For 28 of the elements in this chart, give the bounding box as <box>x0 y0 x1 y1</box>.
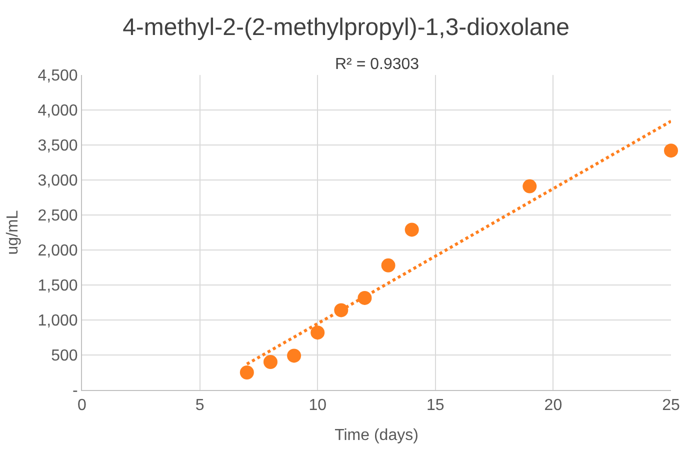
x-tick-label: 15 <box>426 397 444 414</box>
x-tick-label: 0 <box>78 397 87 414</box>
y-tick-label: 2,000 <box>38 242 78 260</box>
x-axis-title: Time (days) <box>334 426 418 444</box>
x-tick-label: 25 <box>662 397 680 414</box>
point <box>664 144 678 158</box>
y-tick-label: 1,500 <box>38 278 78 295</box>
x-tick-label: 20 <box>544 397 562 414</box>
point <box>310 326 325 340</box>
y-axis-title: ug/mL <box>4 210 22 255</box>
x-tick-label: 5 <box>195 397 204 414</box>
y-tick-label: 3,500 <box>38 138 78 155</box>
y-tick-label: 2,500 <box>38 208 78 225</box>
y-tick-label: 1,000 <box>38 312 78 330</box>
point <box>522 179 537 194</box>
point <box>404 222 419 237</box>
point <box>263 355 278 369</box>
point <box>381 258 396 272</box>
chart-subtitle: R² = 0.9303 <box>335 56 420 73</box>
point <box>240 366 254 380</box>
y-tick-label: 4,500 <box>38 68 78 85</box>
chart-title: 4-methyl-2-(2-methylpropyl)-1,3-dioxolane <box>122 14 570 41</box>
point <box>287 348 302 363</box>
y-tick-label: 3,000 <box>38 172 78 190</box>
x-tick-label: 10 <box>308 397 327 414</box>
y-tick-label: - <box>72 382 78 400</box>
y-tick-label: 500 <box>51 348 78 365</box>
y-tick-label: 4,000 <box>38 102 78 120</box>
